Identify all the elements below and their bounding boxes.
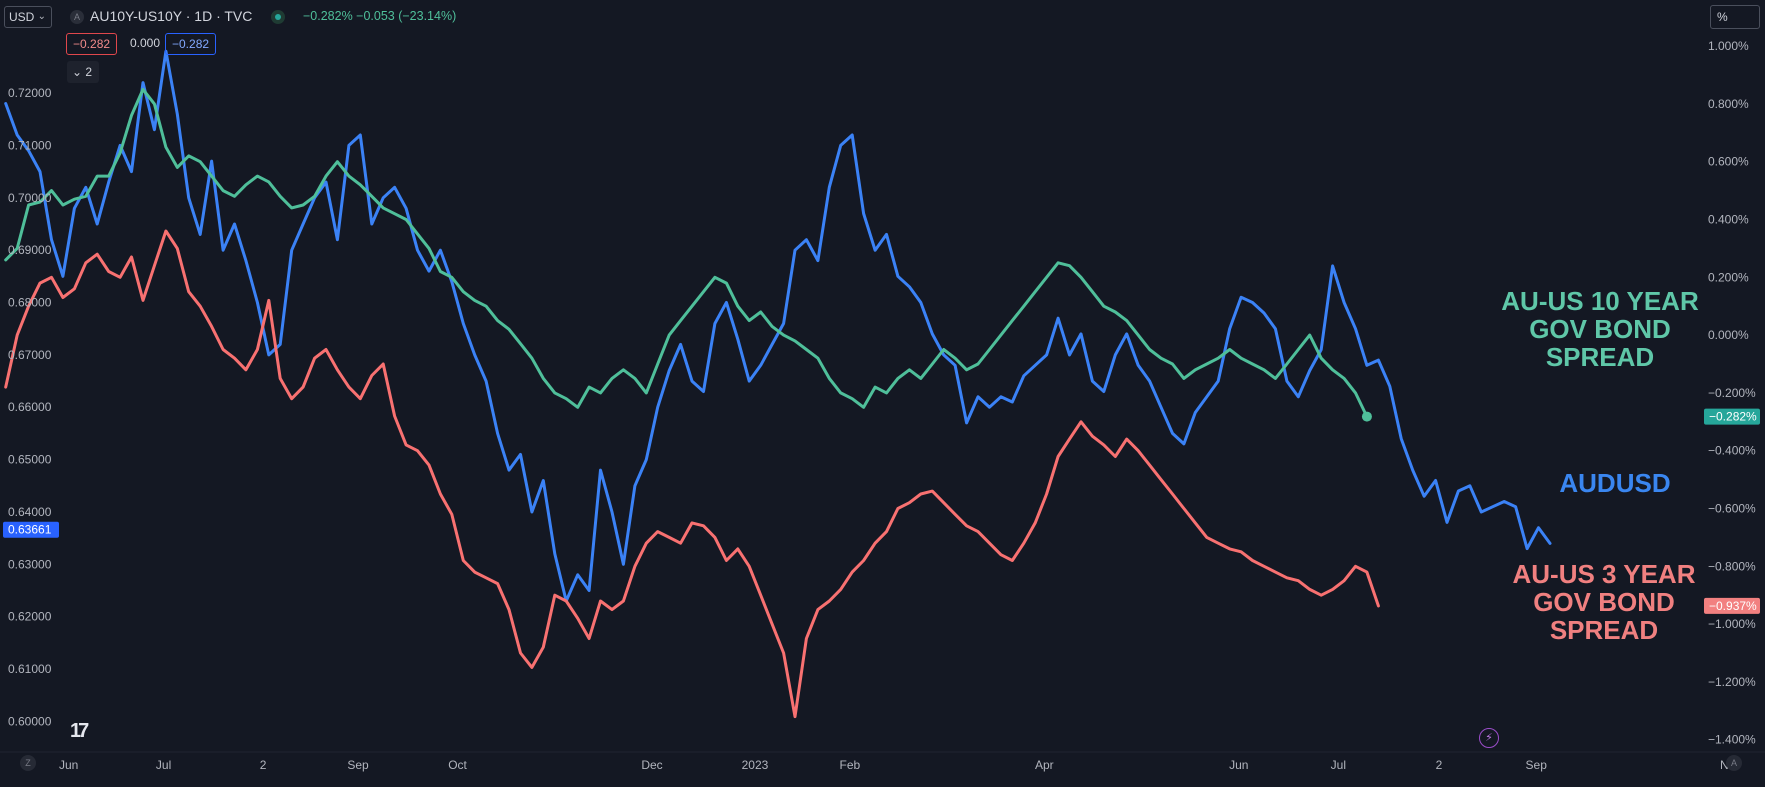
left-axis-tick-label: 0.68000: [8, 296, 52, 310]
symbol-badge-icon[interactable]: A: [70, 10, 84, 24]
right-percent-axis[interactable]: 1.000% 0.800% 0.600% 0.400% 0.200% 0.000% −0.2…: [1708, 39, 1756, 747]
percent-scale-button[interactable]: %: [1710, 5, 1760, 29]
series-end-point: [1361, 411, 1372, 422]
annotation-line: AU-US 10 YEAR: [1501, 286, 1699, 316]
collapse-count: 2: [85, 65, 93, 79]
time-axis-tick-label: 2: [1436, 758, 1443, 772]
time-axis-tick-label: Apr: [1035, 758, 1054, 772]
right-axis-tick-label: 0.000%: [1708, 328, 1749, 342]
right-axis-tick-label: 0.600%: [1708, 155, 1749, 169]
left-axis-tick-label: 0.61000: [8, 662, 52, 676]
right-last-value-tag: [1704, 597, 1760, 614]
series-line-2: [4, 229, 1380, 719]
series-line-0: [4, 49, 1552, 603]
flash-icon[interactable]: ⚡: [1479, 728, 1499, 748]
left-axis-tick-label: 0.63000: [8, 557, 52, 571]
currency-label: USD: [9, 10, 35, 24]
left-axis-tick-label: 0.60000: [8, 714, 52, 728]
annotation-line: AUDUSD: [1559, 468, 1671, 498]
legend-value-blue: −0.282: [165, 33, 217, 55]
left-axis-tick-label: 0.72000: [8, 86, 52, 100]
left-axis-tick-label: 0.69000: [8, 243, 52, 257]
annotation-line: SPREAD: [1545, 342, 1655, 372]
left-last-value-label: 0.63661: [8, 523, 52, 537]
zoom-reset-button[interactable]: Z: [20, 755, 36, 771]
annotation-line: GOV BOND: [1529, 314, 1671, 344]
right-axis-tick-label: −1.000%: [1708, 617, 1756, 631]
auto-scale-button[interactable]: A: [1726, 755, 1742, 771]
legend-value-zero: 0.000: [130, 36, 161, 50]
right-last-value-tag: [1704, 408, 1760, 425]
left-axis-tick-label: 0.66000: [8, 400, 52, 414]
chart-series: [4, 49, 1552, 719]
annotation-line: AU-US 3 YEAR: [1512, 559, 1696, 589]
right-last-value-label: −0.282%: [1709, 410, 1757, 424]
left-price-axis[interactable]: 0.72000 0.71000 0.70000 0.69000 0.68000 0.670…: [8, 86, 52, 728]
time-axis-tick-label: 2023: [742, 758, 769, 772]
left-last-value-tag: [3, 521, 59, 538]
right-axis-tick-label: −1.400%: [1708, 733, 1756, 747]
right-axis-tick-label: −0.200%: [1708, 386, 1756, 400]
annotation-10y-spread: AU-US 10 YEAR GOV BOND SPREAD: [1488, 287, 1712, 371]
right-axis-tick-label: 0.400%: [1708, 212, 1749, 226]
left-axis-tick-label: 0.64000: [8, 505, 52, 519]
series-line-1: [4, 87, 1369, 419]
annotation-line: GOV BOND: [1533, 587, 1675, 617]
time-axis-tick-label: Feb: [840, 758, 861, 772]
left-axis-tick-label: 0.67000: [8, 348, 52, 362]
market-status-icon[interactable]: [271, 10, 285, 24]
right-axis-tick-label: 0.800%: [1708, 97, 1749, 111]
chevron-down-icon: ⌄: [37, 11, 46, 22]
right-axis-tick-label: −0.400%: [1708, 444, 1756, 458]
legend-value-red: −0.282: [66, 33, 118, 55]
time-axis-tick-label: Jul: [1331, 758, 1346, 772]
chart-header: USD ⌄ A AU10Y-US10Y · 1D · TVC −0.282% −…: [0, 0, 1765, 34]
left-axis-tick-label: 0.65000: [8, 453, 52, 467]
right-axis-tick-label: −0.600%: [1708, 501, 1756, 515]
legend-collapse-button[interactable]: ⌄ 2: [67, 61, 99, 83]
last-value-tags: 0.63661 −0.282% −0.937%: [3, 408, 1760, 614]
right-axis-tick-label: 0.200%: [1708, 270, 1749, 284]
left-axis-tick-label: 0.71000: [8, 138, 52, 152]
right-axis-tick-label: 1.000%: [1708, 39, 1749, 53]
time-axis-tick-label: Dec: [641, 758, 662, 772]
symbol-title[interactable]: AU10Y-US10Y · 1D · TVC: [90, 8, 253, 24]
left-axis-tick-label: 0.62000: [8, 610, 52, 624]
time-axis-tick-label: Sep: [1526, 758, 1548, 772]
time-axis-tick-label: Jun: [1229, 758, 1248, 772]
annotation-audusd: AUDUSD: [1540, 469, 1690, 497]
annotation-3y-spread: AU-US 3 YEAR GOV BOND SPREAD: [1504, 560, 1704, 644]
left-axis-tick-label: 0.70000: [8, 191, 52, 205]
price-change: −0.282% −0.053 (−23.14%): [303, 9, 457, 23]
right-last-value-label: −0.937%: [1709, 599, 1757, 613]
time-axis-tick-label: Oct: [448, 758, 467, 772]
right-axis-tick-label: −1.200%: [1708, 675, 1756, 689]
currency-select[interactable]: USD ⌄: [4, 6, 52, 28]
time-axis[interactable]: JunJul2SepOctDec2023FebAprJunJul2SepNov: [59, 758, 1741, 772]
time-axis-tick-label: Sep: [347, 758, 369, 772]
time-axis-tick-label: 2: [260, 758, 267, 772]
tradingview-logo[interactable]: 17: [70, 720, 89, 742]
time-axis-tick-label: Jun: [59, 758, 78, 772]
annotation-line: SPREAD: [1549, 615, 1659, 645]
right-axis-tick-label: −0.800%: [1708, 559, 1756, 573]
chevron-down-icon: ⌄: [72, 65, 83, 79]
time-axis-tick-label: Jul: [156, 758, 171, 772]
